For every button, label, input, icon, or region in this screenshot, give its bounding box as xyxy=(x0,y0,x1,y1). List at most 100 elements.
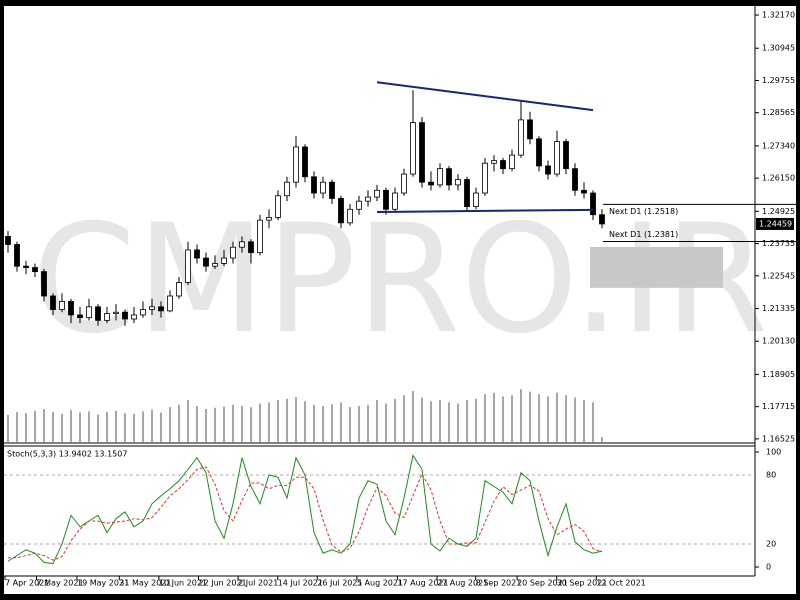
candle-body xyxy=(176,282,182,297)
candle-body xyxy=(86,306,92,319)
candle-body xyxy=(50,295,56,310)
x-tick-label: 2 Jul 2021 xyxy=(238,579,278,588)
x-tick-label: 7 May 2021 xyxy=(37,579,84,588)
y-tick-label: 1.29755 xyxy=(762,76,795,85)
candle-body xyxy=(419,122,425,183)
candle-body xyxy=(446,168,452,186)
x-tick-label: 7 Apr 2021 xyxy=(5,579,49,588)
candle-body xyxy=(518,119,524,156)
candle-body xyxy=(275,195,281,218)
candle-body xyxy=(158,306,164,312)
y-tick-label: 1.18905 xyxy=(762,370,795,379)
x-tick-label: 8 Sep 2021 xyxy=(476,579,522,588)
y-tick-label: 1.21335 xyxy=(762,304,795,313)
candle-body xyxy=(95,306,101,321)
candle-body xyxy=(302,146,308,178)
candle-body xyxy=(473,192,479,207)
x-tick-label: 19 May 2021 xyxy=(77,579,129,588)
candle-body xyxy=(266,217,272,221)
y-tick-label: 1.20130 xyxy=(762,337,795,346)
candle-body xyxy=(536,138,542,167)
candle-body xyxy=(167,295,173,312)
candle-body xyxy=(32,267,38,272)
candle-body xyxy=(14,244,20,267)
candle-body xyxy=(248,241,254,254)
y-tick-label: 100 xyxy=(766,448,781,457)
candle-body xyxy=(374,189,380,198)
candle-body xyxy=(131,314,137,320)
candle-body xyxy=(113,311,119,314)
candle-body xyxy=(356,200,362,210)
candle-body xyxy=(563,141,569,170)
candle-body xyxy=(572,168,578,191)
candle-body xyxy=(545,165,551,175)
y-tick-label: 1.27340 xyxy=(762,141,795,150)
candle-body xyxy=(77,314,83,319)
x-tick-label: 20 Sep 2021 xyxy=(517,579,568,588)
y-tick-label: 1.22545 xyxy=(762,271,795,280)
x-tick-label: 26 Jul 2021 xyxy=(317,579,362,588)
candle-body xyxy=(509,154,515,170)
candle-body xyxy=(590,192,596,216)
y-tick-label: 1.26150 xyxy=(762,174,795,183)
candle-body xyxy=(347,208,353,224)
y-tick-label: 80 xyxy=(766,471,776,480)
candle-body xyxy=(284,181,290,197)
candle-body xyxy=(365,196,371,202)
x-tick-label: 17 Aug 2021 xyxy=(397,579,448,588)
trendline xyxy=(376,208,594,213)
x-tick-label: 14 Jul 2021 xyxy=(278,579,323,588)
candle-body xyxy=(392,192,398,210)
level-label: Next D1 (1.2518) xyxy=(609,207,678,216)
candle-body xyxy=(410,122,416,175)
candle-body xyxy=(599,214,605,225)
x-tick-label: 12 Oct 2021 xyxy=(596,579,645,588)
candle-body xyxy=(59,300,65,310)
candle-body xyxy=(401,173,407,194)
candle-body xyxy=(239,241,245,248)
candle-body xyxy=(311,176,317,194)
candle-body xyxy=(383,189,389,210)
candle-body xyxy=(185,249,191,283)
candle-body xyxy=(212,263,218,267)
candle-body xyxy=(41,271,47,297)
candle-body xyxy=(221,257,227,264)
y-tick-label: 1.24925 xyxy=(762,207,795,216)
candle-body xyxy=(338,198,344,224)
current-price-label: 1.24459 xyxy=(759,219,792,228)
candle-body xyxy=(500,160,506,170)
candle-body xyxy=(194,249,200,259)
candle-body xyxy=(293,146,299,183)
candle-body xyxy=(428,181,434,186)
x-tick-label: 22 Jun 2021 xyxy=(199,579,247,588)
candle-body xyxy=(140,309,146,316)
x-tick-label: 5 Aug 2021 xyxy=(357,579,403,588)
candle-body xyxy=(455,179,461,186)
candle-body xyxy=(203,257,209,267)
y-tick-label: 1.28565 xyxy=(762,108,795,117)
candle-body xyxy=(104,313,110,321)
target-zone xyxy=(590,246,723,288)
candle-body xyxy=(257,219,263,254)
canvas xyxy=(4,6,796,594)
stoch-line xyxy=(8,466,603,561)
x-tick-label: 27 Aug 2021 xyxy=(437,579,488,588)
candle-body xyxy=(437,168,443,186)
x-tick-label: 10 Jun 2021 xyxy=(159,579,207,588)
y-tick-label: 1.23735 xyxy=(762,239,795,248)
indicator-title: Stoch(5,3,3) 13.9402 13.1507 xyxy=(7,450,127,459)
level-label: Next D1 (1.2381) xyxy=(609,230,678,239)
y-tick-label: 20 xyxy=(766,540,776,549)
candle-body xyxy=(329,181,335,199)
candle-body xyxy=(23,265,29,268)
trendline xyxy=(376,81,594,112)
x-tick-label: 30 Sep 2021 xyxy=(557,579,608,588)
x-tick-label: 31 May 2021 xyxy=(119,579,171,588)
candle-body xyxy=(581,189,587,194)
y-tick-label: 1.30945 xyxy=(762,44,795,53)
y-tick-label: 1.17715 xyxy=(762,402,795,411)
candle-body xyxy=(554,141,560,175)
candle-body xyxy=(464,179,470,207)
candle-body xyxy=(491,160,497,164)
y-tick-label: 1.16525 xyxy=(762,434,795,443)
